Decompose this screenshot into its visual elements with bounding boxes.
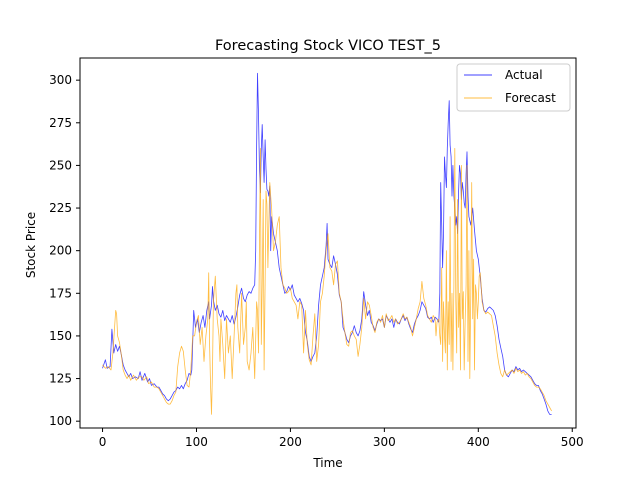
x-tick-label: 400 [467,435,490,449]
x-tick-label: 200 [279,435,302,449]
y-axis: 100 125 150 175 200 225 250 275 300 [49,73,80,428]
x-tick-label: 0 [99,435,107,449]
plot-area [79,57,577,429]
y-axis-title: Stock Price [24,212,38,278]
y-tick-label: 225 [49,201,72,215]
y-tick-label: 150 [49,329,72,343]
chart-title: Forecasting Stock VICO TEST_5 [215,38,441,54]
x-tick-label: 500 [561,435,584,449]
legend-label-actual: Actual [505,68,543,82]
x-tick-label: 300 [373,435,396,449]
y-tick-label: 125 [49,372,72,386]
y-tick-label: 100 [49,414,72,428]
series-layer [102,72,552,415]
y-tick-label: 250 [49,158,72,172]
axes-frame [79,57,577,429]
y-tick-label: 200 [49,244,72,258]
y-tick-label: 275 [49,116,72,130]
series-line-forecast [102,148,552,415]
legend-box [456,63,571,112]
y-tick-label: 175 [49,286,72,300]
legend: Actual Forecast [456,63,571,112]
x-axis: 0 100 200 300 400 500 [99,428,584,449]
y-tick-label: 300 [49,73,72,87]
x-axis-title: Time [312,456,342,470]
legend-label-forecast: Forecast [505,91,556,105]
series-line-actual [102,72,552,415]
x-tick-label: 100 [185,435,208,449]
